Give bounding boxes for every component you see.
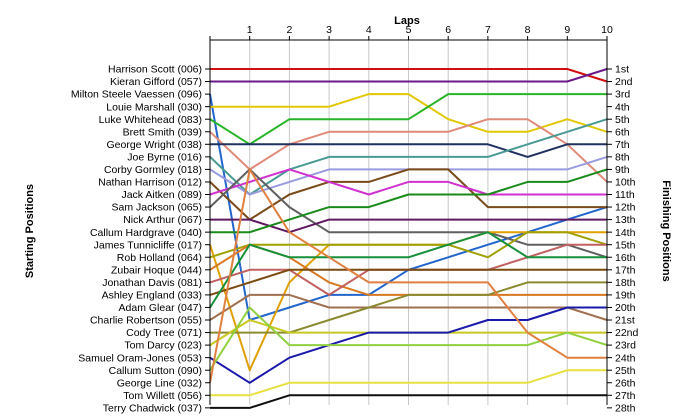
starting-position-label: Adam Glear (047) [119, 302, 202, 314]
finishing-position-label: 16th [615, 252, 636, 264]
starting-position-label: Callum Sutton (090) [109, 365, 202, 377]
starting-position-label: Milton Steele Vaessen (096) [71, 89, 202, 101]
finishing-position-label: 14th [615, 227, 636, 239]
starting-position-label: Sam Jackson (065) [112, 202, 202, 214]
lap-tick-label: 2 [286, 24, 292, 36]
lap-tick-label: 8 [525, 24, 531, 36]
lap-tick-label: 10 [601, 24, 613, 36]
finishing-position-label: 10th [615, 177, 636, 189]
series-line-24 [209, 306, 607, 384]
series-line-13 [210, 218, 607, 234]
starting-position-label: Brett Smith (039) [123, 126, 202, 138]
series-line-14 [210, 168, 608, 234]
finishing-position-label: 13th [615, 214, 636, 226]
right-axis-title: Finishing Positions [660, 180, 672, 281]
series-line-10 [209, 168, 607, 221]
starting-position-label: Nathan Harrison (012) [98, 177, 202, 189]
starting-position-label: Luke Whitehead (083) [99, 114, 202, 126]
starting-position-label: Louie Marshall (030) [106, 101, 202, 113]
finishing-position-label: 4th [615, 101, 630, 113]
finishing-position-label: 7th [615, 139, 630, 151]
finishing-position-label: 11th [615, 189, 635, 201]
starting-position-label: Callum Hardgrave (040) [90, 227, 202, 239]
finishing-position-label: 15th [615, 239, 636, 251]
starting-position-label: Corby Gormley (018) [104, 164, 202, 176]
series-line-21 [209, 293, 608, 321]
series-line-12 [209, 168, 608, 259]
finishing-position-label: 23rd [615, 340, 636, 352]
finishing-position-label: 24th [615, 352, 636, 364]
series-line-6 [209, 118, 608, 183]
starting-position-label: Jack Aitken (089) [121, 189, 202, 201]
series-line-5 [209, 93, 607, 146]
series-line-16 [209, 231, 608, 259]
starting-position-label: Tom Willett (056) [123, 390, 202, 402]
series-line-19 [209, 268, 607, 296]
series-line-1 [210, 68, 608, 83]
series-line-20 [209, 231, 607, 309]
starting-position-label: Joe Byrne (016) [127, 151, 202, 163]
starting-position-label: Rob Holland (064) [117, 252, 202, 264]
finishing-position-label: 9th [615, 164, 630, 176]
lap-tick-label: 9 [564, 24, 570, 36]
left-axis-title: Starting Positions [24, 184, 36, 278]
finishing-position-label: 6th [615, 126, 630, 138]
series-line-8 [209, 118, 608, 196]
starting-position-label: Nick Arthur (067) [123, 214, 202, 226]
series-line-27 [210, 369, 607, 397]
lap-tick-label: 3 [326, 24, 332, 36]
finishing-position-label: 27th [615, 390, 636, 402]
starting-position-label: Kieran Gifford (057) [110, 76, 202, 88]
lap-tick-label: 4 [366, 24, 372, 36]
starting-position-label: Zubair Hoque (044) [111, 264, 202, 276]
starting-position-label: Samuel Oram-Jones (053) [78, 352, 202, 364]
starting-position-label: Terry Chadwick (037) [103, 402, 202, 414]
finishing-position-label: 20th [615, 302, 636, 314]
finishing-position-label: 5th [615, 114, 630, 126]
axis-labels: 1 2 3 4 5 6 7 8 9 10 Harrison Scott (006)Kieran Gi… [71, 24, 639, 414]
finishing-position-label: 3rd [615, 89, 630, 101]
series-line-11 [209, 168, 607, 196]
finishing-position-label: 28th [615, 402, 636, 414]
finishing-position-label: 19th [615, 290, 636, 302]
series-line-7 [210, 143, 607, 158]
starting-position-label: George Wright (038) [106, 139, 202, 151]
lap-tick-label: 7 [485, 24, 491, 36]
lap-tick-label: 1 [247, 24, 253, 36]
starting-position-label: Charlie Robertson (055) [90, 315, 202, 327]
series-line-28 [210, 394, 607, 409]
finishing-position-label: 8th [615, 151, 630, 163]
finishing-position-label: 1st [615, 64, 629, 76]
finishing-position-label: 22nd [615, 327, 639, 339]
series-lines [209, 68, 608, 409]
starting-position-label: Jonathan Davis (081) [102, 277, 202, 289]
series-line-26 [209, 168, 607, 383]
starting-position-label: Ashley England (033) [102, 290, 202, 302]
lap-tick-label: 5 [406, 24, 412, 36]
starting-position-label: Harrison Scott (006) [108, 64, 202, 76]
starting-position-label: Cody Tree (071) [126, 327, 202, 339]
finishing-position-label: 18th [615, 277, 636, 289]
chart-top-title: Laps [394, 15, 420, 27]
axes [205, 36, 612, 409]
finishing-position-label: 25th [615, 365, 636, 377]
starting-position-label: George Line (032) [117, 377, 202, 389]
finishing-position-label: 2nd [615, 76, 633, 88]
lap-tick-label: 6 [445, 24, 451, 36]
finishing-position-label: 21st [615, 315, 635, 327]
starting-position-label: James Tunnicliffe (017) [94, 239, 202, 251]
finishing-position-label: 12th [615, 202, 636, 214]
finishing-position-label: 17th [615, 264, 636, 276]
finishing-position-label: 26th [615, 377, 636, 389]
series-line-2 [210, 68, 608, 83]
starting-position-label: Tom Darcy (023) [124, 340, 202, 352]
